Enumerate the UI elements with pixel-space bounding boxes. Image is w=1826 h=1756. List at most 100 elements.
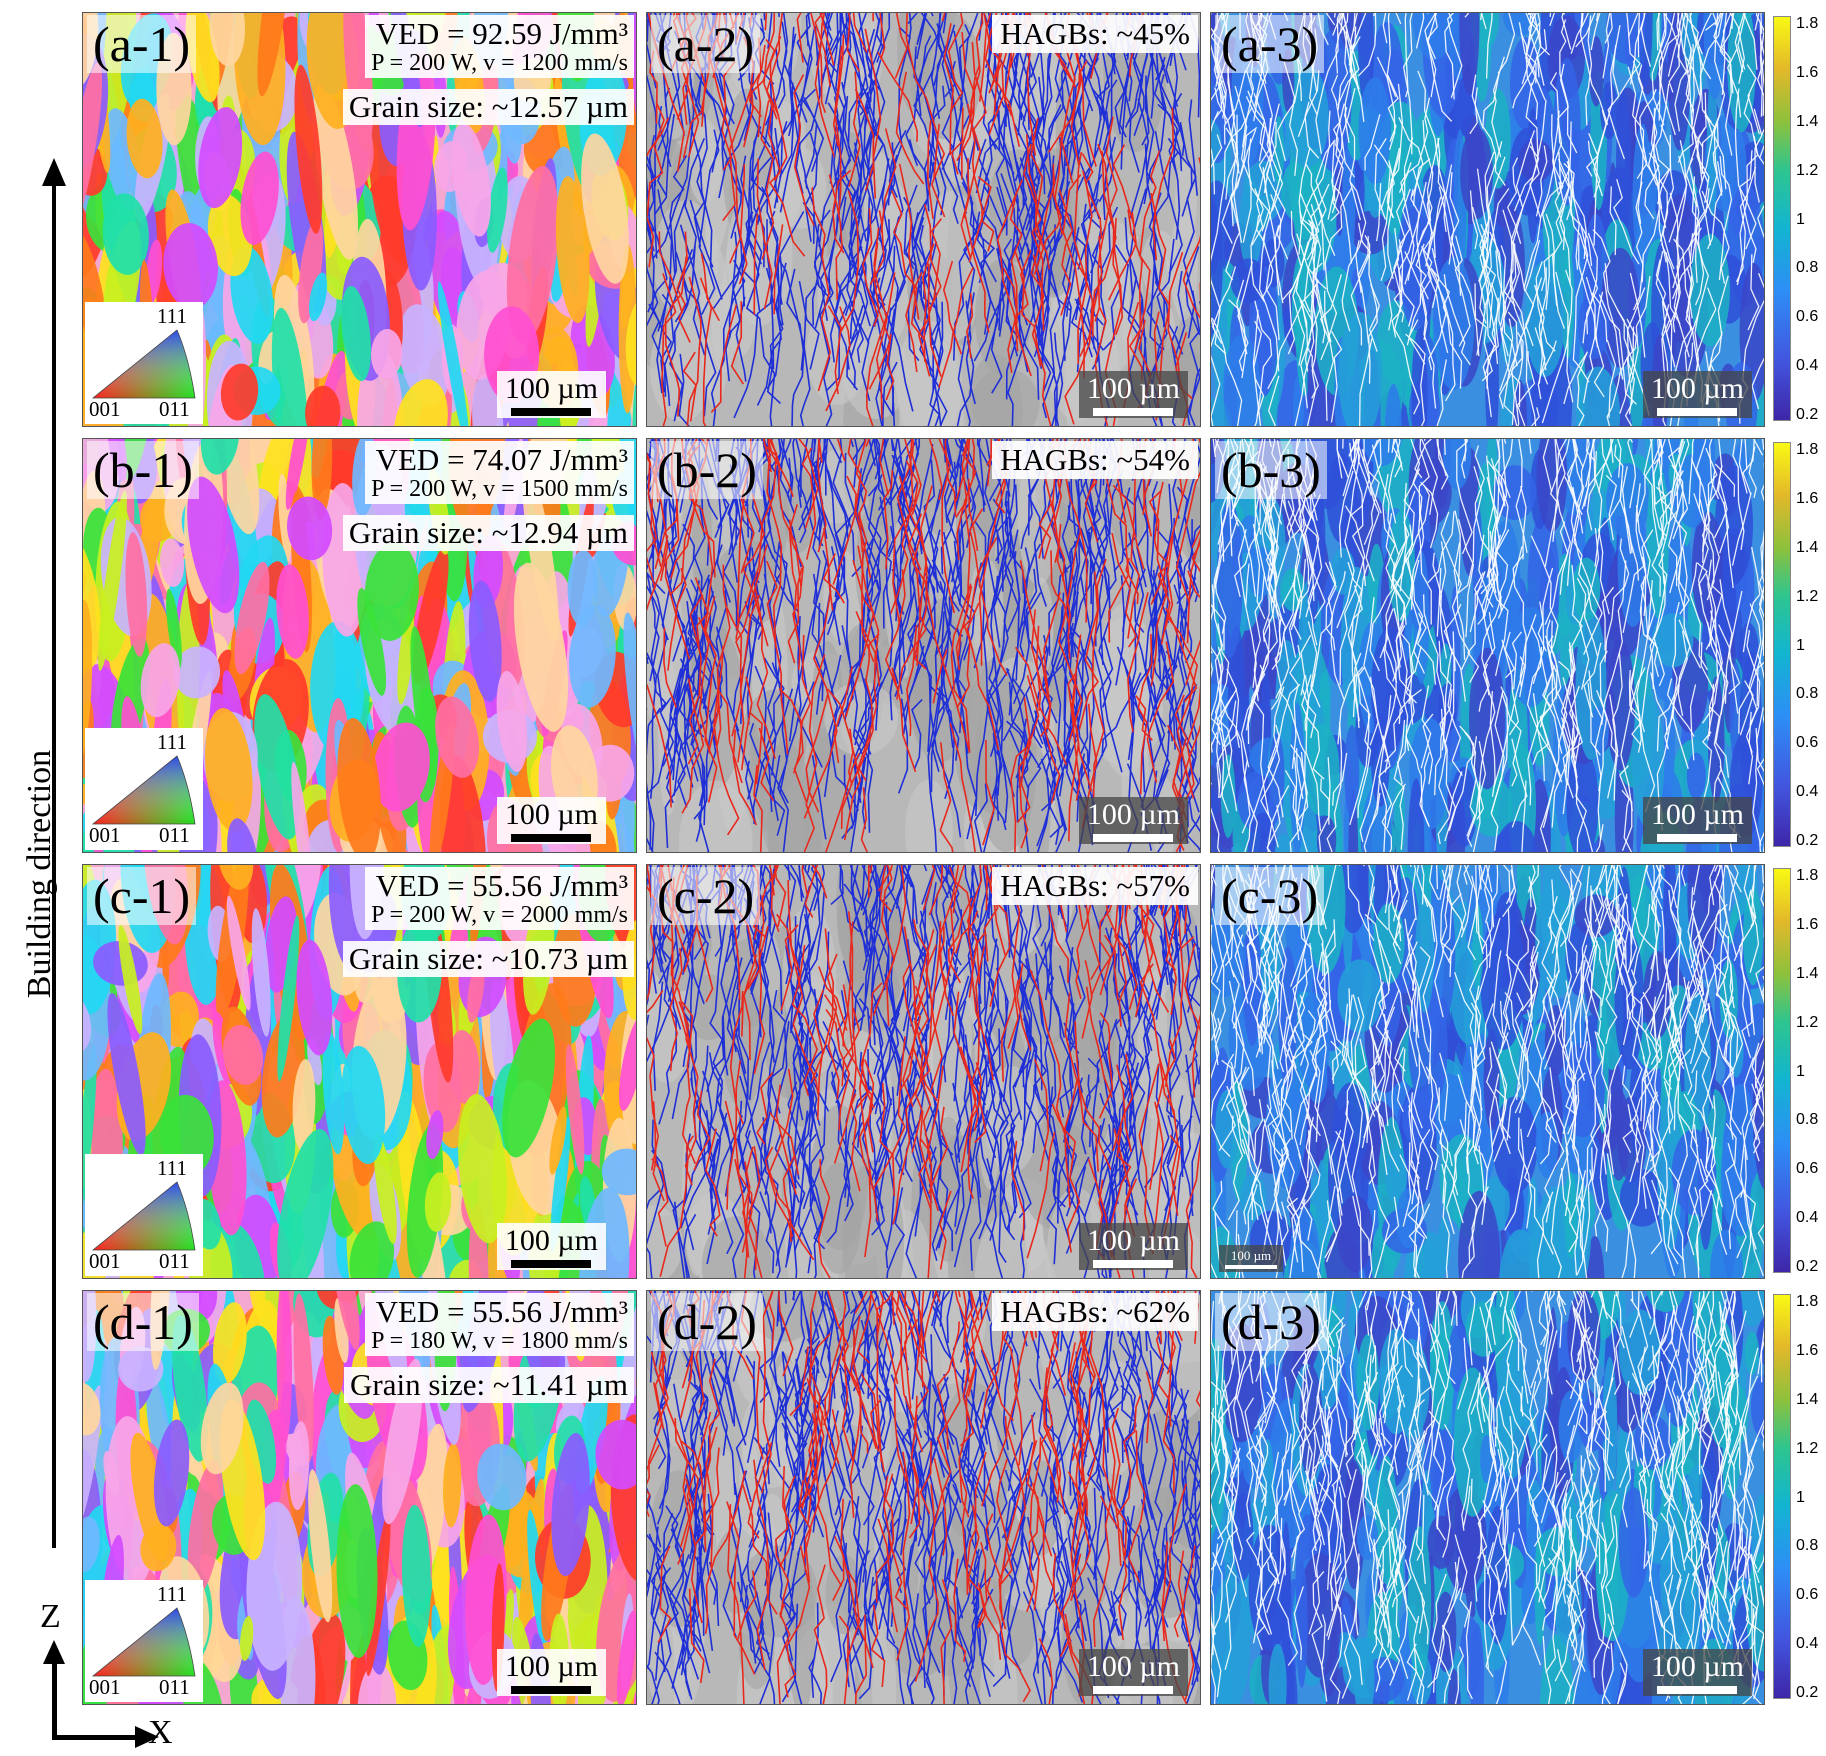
kam-colorbar — [1773, 442, 1791, 847]
grain-boundary-map — [647, 1291, 1200, 1704]
grain-boundary-map — [647, 865, 1200, 1278]
z-axis-arrow — [52, 1660, 57, 1740]
kam-map-panel: (d-3) 100 µm — [1210, 1290, 1765, 1705]
ipf-key-011: 011 — [159, 823, 190, 847]
grain-size-value: Grain size: ~12.94 µm — [342, 515, 634, 551]
ipf-triangle-icon — [91, 1607, 196, 1677]
colorbar-tick-label: 1.8 — [1796, 15, 1819, 32]
x-axis-arrowhead — [135, 1726, 159, 1748]
scale-bar-label: 100 µm — [1086, 1224, 1180, 1257]
grain-boundary-panel: (d-2) HAGBs: ~62% 100 µm — [646, 1290, 1201, 1705]
scale-bar-line — [1093, 1686, 1174, 1694]
grain-boundary-map — [647, 13, 1200, 426]
colorbar-tick-label: 0.4 — [1796, 1635, 1819, 1652]
colorbar-tick-label: 1.2 — [1796, 588, 1819, 605]
panel-label: (c-1) — [87, 867, 197, 925]
building-direction-arrowhead — [42, 158, 66, 186]
kam-map — [1211, 1291, 1764, 1704]
scale-bar-label: 100 µm — [504, 1650, 598, 1683]
colorbar-tick-label: 0.6 — [1796, 1586, 1819, 1603]
ipf-color-key: 111 001 011 — [85, 302, 203, 424]
process-parameters-box: VED = 55.56 J/mm³ P = 180 W, v = 1800 mm… — [365, 1293, 634, 1356]
ipf-key-001: 001 — [89, 397, 121, 421]
z-axis-arrowhead — [43, 1640, 65, 1664]
grain-boundary-map — [647, 439, 1200, 852]
scale-bar: 100 µm — [1078, 371, 1188, 418]
panel-label: (b-2) — [651, 441, 763, 499]
scale-bar: 100 µm — [1642, 797, 1752, 844]
building-direction-arrow — [52, 178, 56, 1548]
ipf-key-001: 001 — [89, 1675, 121, 1699]
ved-value: VED = 74.07 J/mm³ — [375, 442, 628, 477]
scale-bar: 100 µm — [496, 371, 606, 418]
scale-bar-label: 100 µm — [504, 798, 598, 831]
kam-colorbar — [1773, 16, 1791, 421]
panel-label: (c-3) — [1215, 867, 1325, 925]
kam-map-panel: (b-3) 100 µm — [1210, 438, 1765, 853]
grain-boundary-panel: (b-2) HAGBs: ~54% 100 µm — [646, 438, 1201, 853]
kam-map — [1211, 865, 1764, 1278]
ipf-key-111: 111 — [157, 304, 187, 328]
colorbar-tick-label: 1.6 — [1796, 916, 1819, 933]
kam-colorbar — [1773, 1294, 1791, 1699]
panel-label: (b-1) — [87, 441, 199, 499]
colorbar-tick-label: 1.4 — [1796, 113, 1819, 130]
ipf-color-key: 111 001 011 — [85, 1580, 203, 1702]
colorbar-tick-label: 0.2 — [1796, 832, 1819, 849]
colorbar-tick-label: 1.8 — [1796, 441, 1819, 458]
ipf-triangle-icon — [91, 329, 196, 399]
x-axis-arrow — [52, 1735, 142, 1740]
colorbar-tick-label: 1.6 — [1796, 1342, 1819, 1359]
ipf-map-panel: (d-1) VED = 55.56 J/mm³ P = 180 W, v = 1… — [82, 1290, 637, 1705]
ipf-orientation-map — [83, 865, 636, 1278]
z-axis-label: Z — [40, 1598, 61, 1635]
scale-bar: 100 µm — [1078, 1649, 1188, 1696]
scale-bar-label: 100 µm — [504, 1224, 598, 1257]
colorbar-tick-label: 1.2 — [1796, 1014, 1819, 1031]
scale-bar: 100 µm — [496, 797, 606, 844]
scale-bar: 100 µm — [1219, 1245, 1283, 1272]
colorbar-tick-label: 0.2 — [1796, 1258, 1819, 1275]
colorbar-tick-label: 0.8 — [1796, 1111, 1819, 1128]
power-speed-value: P = 200 W, v = 1500 mm/s — [371, 476, 628, 502]
colorbar-tick-label: 0.6 — [1796, 734, 1819, 751]
ipf-key-011: 011 — [159, 1675, 190, 1699]
scale-bar: 100 µm — [496, 1223, 606, 1270]
colorbar-tick-label: 0.8 — [1796, 259, 1819, 276]
scale-bar-line — [1657, 1686, 1738, 1694]
ved-value: VED = 55.56 J/mm³ — [375, 1294, 628, 1329]
grain-size-value: Grain size: ~10.73 µm — [342, 941, 634, 977]
colorbar-tick-label: 1.2 — [1796, 1440, 1819, 1457]
colorbar-tick-label: 1.4 — [1796, 965, 1819, 982]
colorbar-tick-label: 1.6 — [1796, 490, 1819, 507]
power-speed-value: P = 200 W, v = 2000 mm/s — [371, 902, 628, 928]
hagb-fraction-value: HAGBs: ~62% — [992, 1293, 1198, 1331]
grain-boundary-panel: (c-2) HAGBs: ~57% 100 µm — [646, 864, 1201, 1279]
colorbar-tick-label: 0.8 — [1796, 685, 1819, 702]
colorbar-tick-label: 1.4 — [1796, 1391, 1819, 1408]
scale-bar: 100 µm — [496, 1649, 606, 1696]
scale-bar-label: 100 µm — [1086, 1650, 1180, 1683]
ipf-color-key: 111 001 011 — [85, 1154, 203, 1276]
scale-bar-line — [1657, 408, 1738, 416]
scale-bar-line — [511, 1260, 592, 1268]
ipf-color-key: 111 001 011 — [85, 728, 203, 850]
scale-bar-label: 100 µm — [1086, 372, 1180, 405]
grain-size-value: Grain size: ~12.57 µm — [342, 89, 634, 125]
hagb-fraction-value: HAGBs: ~54% — [992, 441, 1198, 479]
ved-value: VED = 92.59 J/mm³ — [375, 16, 628, 51]
colorbar-tick-label: 1 — [1796, 637, 1805, 654]
colorbar-tick-label: 1.2 — [1796, 162, 1819, 179]
kam-map-panel: (a-3) 100 µm — [1210, 12, 1765, 427]
colorbar-tick-label: 0.8 — [1796, 1537, 1819, 1554]
scale-bar-label: 100 µm — [1650, 1650, 1744, 1683]
colorbar-tick-label: 0.2 — [1796, 406, 1819, 423]
process-parameters-box: VED = 92.59 J/mm³ P = 200 W, v = 1200 mm… — [365, 15, 634, 78]
panel-label: (c-2) — [651, 867, 761, 925]
ipf-key-001: 001 — [89, 1249, 121, 1273]
colorbar-tick-label: 1 — [1796, 1489, 1805, 1506]
ipf-key-001: 001 — [89, 823, 121, 847]
ipf-key-011: 011 — [159, 1249, 190, 1273]
scale-bar-label: 100 µm — [1230, 1248, 1272, 1263]
process-parameters-box: VED = 74.07 J/mm³ P = 200 W, v = 1500 mm… — [365, 441, 634, 504]
